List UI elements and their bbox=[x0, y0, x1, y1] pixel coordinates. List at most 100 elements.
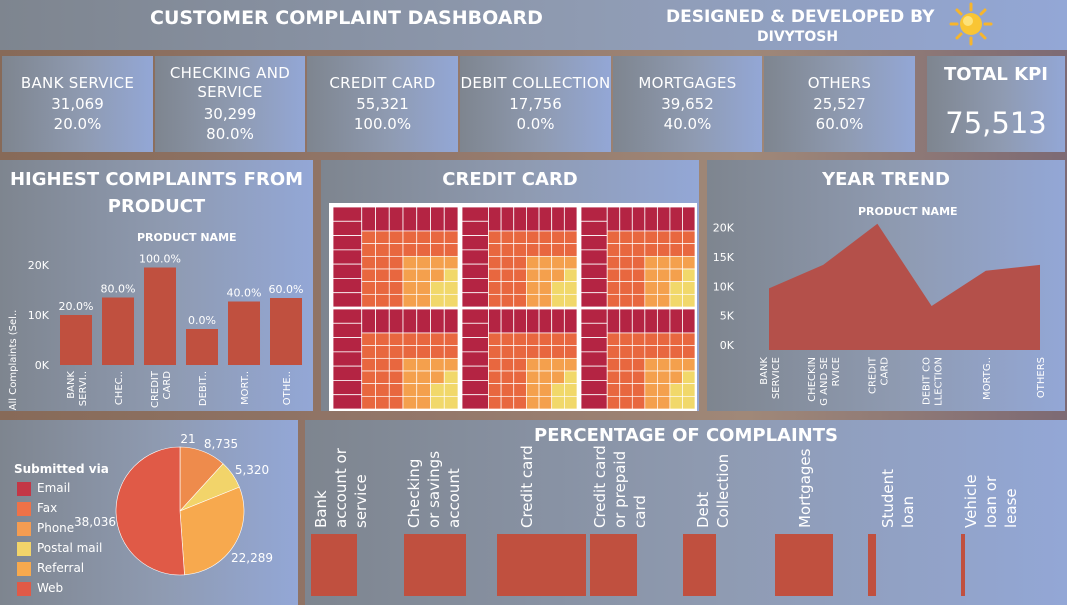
treemap-cell[interactable] bbox=[361, 370, 376, 385]
treemap-cell[interactable] bbox=[644, 370, 658, 385]
treemap-cell[interactable] bbox=[606, 281, 621, 295]
treemap-cell[interactable] bbox=[606, 206, 621, 232]
treemap-cell[interactable] bbox=[375, 308, 390, 334]
treemap-cell[interactable] bbox=[644, 243, 658, 257]
pie-slice[interactable] bbox=[179, 486, 245, 576]
trend-area[interactable] bbox=[769, 223, 1040, 350]
treemap-cell[interactable] bbox=[551, 395, 565, 410]
treemap-cell[interactable] bbox=[461, 235, 489, 251]
treemap-cell[interactable] bbox=[619, 255, 633, 270]
treemap-cell[interactable] bbox=[361, 243, 376, 257]
treemap-cell[interactable] bbox=[388, 383, 404, 397]
treemap-cell[interactable] bbox=[375, 293, 390, 308]
treemap-cell[interactable] bbox=[644, 255, 658, 270]
percentage-bar[interactable] bbox=[404, 534, 466, 596]
treemap-cell[interactable] bbox=[644, 357, 658, 372]
treemap-cell[interactable] bbox=[644, 293, 658, 308]
treemap-cell[interactable] bbox=[564, 243, 578, 257]
treemap-cell[interactable] bbox=[606, 255, 621, 270]
treemap-cell[interactable] bbox=[580, 394, 608, 410]
treemap-cell[interactable] bbox=[526, 383, 540, 397]
treemap-cell[interactable] bbox=[402, 395, 418, 410]
percentage-bar[interactable] bbox=[311, 534, 357, 596]
treemap-cell[interactable] bbox=[416, 243, 431, 257]
treemap-cell[interactable] bbox=[332, 322, 363, 338]
treemap-cell[interactable] bbox=[488, 206, 502, 232]
treemap-cell[interactable] bbox=[619, 357, 633, 372]
treemap-cell[interactable] bbox=[669, 308, 683, 334]
treemap-cell[interactable] bbox=[563, 206, 578, 232]
bar[interactable] bbox=[228, 301, 260, 366]
treemap-cell[interactable] bbox=[551, 268, 565, 283]
treemap-cell[interactable] bbox=[361, 268, 376, 283]
treemap-cell[interactable] bbox=[657, 255, 671, 270]
treemap-cell[interactable] bbox=[564, 293, 578, 308]
treemap-cell[interactable] bbox=[416, 332, 431, 347]
treemap-cell[interactable] bbox=[619, 395, 633, 410]
bar[interactable] bbox=[270, 298, 302, 365]
treemap-cell[interactable] bbox=[461, 263, 489, 279]
treemap-cell[interactable] bbox=[563, 308, 578, 334]
treemap-cell[interactable] bbox=[443, 206, 459, 232]
treemap-cell[interactable] bbox=[631, 383, 646, 397]
treemap-cell[interactable] bbox=[488, 243, 502, 257]
treemap-cell[interactable] bbox=[682, 332, 696, 347]
treemap-cell[interactable] bbox=[513, 357, 527, 372]
treemap-cell[interactable] bbox=[619, 370, 633, 385]
treemap-cell[interactable] bbox=[375, 243, 390, 257]
treemap-cell[interactable] bbox=[388, 268, 404, 283]
treemap-cell[interactable] bbox=[500, 243, 515, 257]
treemap-cell[interactable] bbox=[332, 278, 363, 294]
treemap-cell[interactable] bbox=[538, 383, 553, 397]
treemap-cell[interactable] bbox=[631, 293, 646, 308]
treemap-cell[interactable] bbox=[513, 293, 527, 308]
treemap-cell[interactable] bbox=[488, 383, 502, 397]
legend-label[interactable]: Web bbox=[37, 581, 64, 595]
treemap-cell[interactable] bbox=[402, 293, 418, 308]
treemap-cell[interactable] bbox=[580, 292, 608, 308]
treemap-cell[interactable] bbox=[631, 345, 646, 359]
treemap-cell[interactable] bbox=[430, 357, 445, 372]
treemap-cell[interactable] bbox=[443, 255, 459, 270]
treemap-cell[interactable] bbox=[580, 235, 608, 251]
treemap-cell[interactable] bbox=[416, 230, 431, 245]
treemap-cell[interactable] bbox=[430, 281, 445, 295]
treemap-cell[interactable] bbox=[606, 345, 621, 359]
treemap-cell[interactable] bbox=[526, 230, 540, 245]
treemap-cell[interactable] bbox=[332, 365, 363, 381]
treemap-cell[interactable] bbox=[526, 255, 540, 270]
treemap-cell[interactable] bbox=[402, 357, 418, 372]
treemap-cell[interactable] bbox=[388, 345, 404, 359]
treemap-cell[interactable] bbox=[443, 268, 459, 283]
treemap-cell[interactable] bbox=[375, 357, 390, 372]
treemap-cell[interactable] bbox=[669, 332, 683, 347]
treemap-cell[interactable] bbox=[375, 345, 390, 359]
legend-swatch[interactable] bbox=[17, 542, 31, 556]
treemap-cell[interactable] bbox=[619, 230, 633, 245]
treemap-cell[interactable] bbox=[500, 255, 515, 270]
treemap-cell[interactable] bbox=[361, 395, 376, 410]
treemap-cell[interactable] bbox=[551, 281, 565, 295]
treemap-cell[interactable] bbox=[388, 308, 404, 334]
treemap-cell[interactable] bbox=[402, 345, 418, 359]
treemap-cell[interactable] bbox=[332, 337, 363, 353]
treemap-cell[interactable] bbox=[332, 308, 363, 324]
treemap-cell[interactable] bbox=[513, 281, 527, 295]
treemap-cell[interactable] bbox=[564, 357, 578, 372]
legend-label[interactable]: Postal mail bbox=[37, 541, 103, 555]
treemap-cell[interactable] bbox=[443, 308, 459, 334]
treemap-cell[interactable] bbox=[551, 383, 565, 397]
treemap-cell[interactable] bbox=[644, 268, 658, 283]
treemap-cell[interactable] bbox=[375, 268, 390, 283]
treemap-cell[interactable] bbox=[525, 308, 540, 334]
treemap-cell[interactable] bbox=[416, 281, 431, 295]
treemap-cell[interactable] bbox=[402, 332, 418, 347]
percentage-bar[interactable] bbox=[683, 534, 716, 596]
bar[interactable] bbox=[102, 297, 134, 366]
treemap-cell[interactable] bbox=[443, 230, 459, 245]
percentage-bar[interactable] bbox=[868, 534, 876, 596]
treemap-cell[interactable] bbox=[631, 281, 646, 295]
treemap-cell[interactable] bbox=[564, 230, 578, 245]
treemap-cell[interactable] bbox=[682, 255, 696, 270]
treemap-cell[interactable] bbox=[402, 308, 418, 334]
